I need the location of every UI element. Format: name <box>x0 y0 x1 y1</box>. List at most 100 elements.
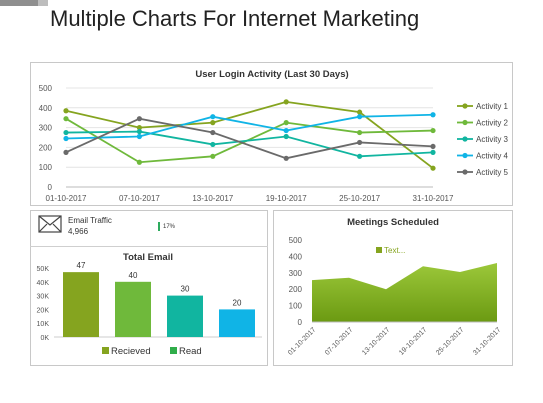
line-point <box>63 116 69 122</box>
area-legend-swatch <box>376 247 382 253</box>
bar-legend-label: Recieved <box>111 346 151 357</box>
legend-label: Activity 4 <box>476 152 509 161</box>
corner-accent <box>0 0 38 6</box>
line-point <box>63 149 69 155</box>
line-point <box>210 114 216 120</box>
line-x-tick-label: 07-10-2017 <box>119 194 160 203</box>
line-point <box>430 165 436 171</box>
line-point <box>357 109 363 115</box>
line-point <box>210 129 216 136</box>
line-x-tick-label: 13-10-2017 <box>192 194 233 203</box>
bar-y-tick-label: 20K <box>37 307 50 314</box>
bar-chart-title: Total Email <box>123 252 173 263</box>
line-point <box>283 99 289 105</box>
bar-legend-label: Read <box>179 346 202 357</box>
legend-marker <box>462 103 468 109</box>
line-y-tick-label: 300 <box>39 124 53 133</box>
line-y-tick-label: 500 <box>39 84 53 93</box>
line-point <box>283 127 289 134</box>
bar-data-label: 30 <box>181 285 190 294</box>
line-series-5 <box>65 117 434 160</box>
area-x-tick-label: 19-10-2017 <box>398 326 428 356</box>
line-point <box>430 127 436 134</box>
line-y-tick-label: 200 <box>39 143 53 152</box>
line-y-tick-label: 0 <box>48 183 53 192</box>
email-traffic-percent: 17% <box>163 224 176 230</box>
line-y-tick-label: 100 <box>39 163 53 172</box>
line-point <box>136 159 142 165</box>
line-x-tick-label: 01-10-2017 <box>46 194 87 203</box>
line-point <box>136 128 142 135</box>
bar-y-tick-label: 10K <box>37 321 50 328</box>
area-x-tick-label: 13-10-2017 <box>361 326 391 356</box>
area-y-tick-label: 0 <box>298 318 303 327</box>
bar-legend-swatch <box>170 347 177 354</box>
line-point <box>357 139 363 146</box>
line-series-3 <box>65 130 434 158</box>
page-title: Multiple Charts For Internet Marketing <box>50 6 420 31</box>
line-series-4 <box>65 113 434 140</box>
bar-data-label: 47 <box>77 261 86 270</box>
line-point <box>283 155 289 161</box>
line-point <box>136 125 142 131</box>
line-point <box>430 143 436 150</box>
line-chart-title: User Login Activity (Last 30 Days) <box>195 69 348 80</box>
legend-label: Activity 3 <box>476 135 509 144</box>
bar-y-tick-label: 30K <box>37 294 50 301</box>
email-traffic-label: Email Traffic <box>68 216 112 225</box>
bar <box>167 295 203 337</box>
email-traffic-value: 4,966 <box>68 227 89 236</box>
line-point <box>357 153 363 159</box>
line-x-tick-label: 31-10-2017 <box>413 194 454 203</box>
legend-marker <box>462 169 468 175</box>
area-x-tick-label: 07-10-2017 <box>324 326 354 356</box>
line-point <box>357 129 363 136</box>
bar-legend-swatch <box>102 347 109 354</box>
line-point <box>283 120 289 126</box>
line-y-tick-label: 400 <box>39 104 53 113</box>
bar-data-label: 40 <box>129 271 138 280</box>
line-point <box>430 112 436 118</box>
line-point <box>136 116 142 122</box>
line-point <box>430 149 436 155</box>
area-x-tick-label: 31-10-2017 <box>472 326 502 356</box>
line-point <box>210 141 216 148</box>
area-series-1 <box>312 262 497 322</box>
email-divider <box>30 246 268 247</box>
line-point <box>210 120 216 126</box>
user-login-panel <box>30 62 513 206</box>
bar <box>219 309 255 337</box>
area-legend-label: Text... <box>384 246 405 255</box>
area-y-tick-label: 200 <box>289 285 303 294</box>
line-point <box>63 135 69 142</box>
legend-label: Activity 5 <box>476 168 509 177</box>
line-x-tick-label: 19-10-2017 <box>266 194 307 203</box>
line-point <box>210 153 216 159</box>
area-x-tick-label: 25-10-2017 <box>435 326 465 356</box>
envelope-icon <box>38 215 62 233</box>
area-chart-title: Meetings Scheduled <box>347 217 439 228</box>
bar-data-label: 20 <box>233 298 242 307</box>
line-point <box>283 133 289 140</box>
area-y-tick-label: 300 <box>289 269 303 278</box>
legend-marker <box>462 119 468 126</box>
legend-marker <box>462 152 468 159</box>
legend-label: Activity 1 <box>476 102 509 111</box>
area-y-tick-label: 500 <box>289 236 303 245</box>
line-point <box>63 129 69 136</box>
bar <box>63 272 99 337</box>
line-point <box>136 133 142 140</box>
line-point <box>357 114 363 120</box>
area-y-tick-label: 100 <box>289 302 303 311</box>
legend-marker <box>462 136 468 142</box>
line-x-tick-label: 25-10-2017 <box>339 194 380 203</box>
bar-y-tick-label: 40K <box>37 280 50 287</box>
email-traffic-percent-bar <box>158 222 160 231</box>
bar <box>115 281 151 337</box>
bar-y-tick-label: 50K <box>37 266 50 273</box>
corner-accent-light <box>38 0 48 6</box>
line-series-2 <box>65 117 434 164</box>
